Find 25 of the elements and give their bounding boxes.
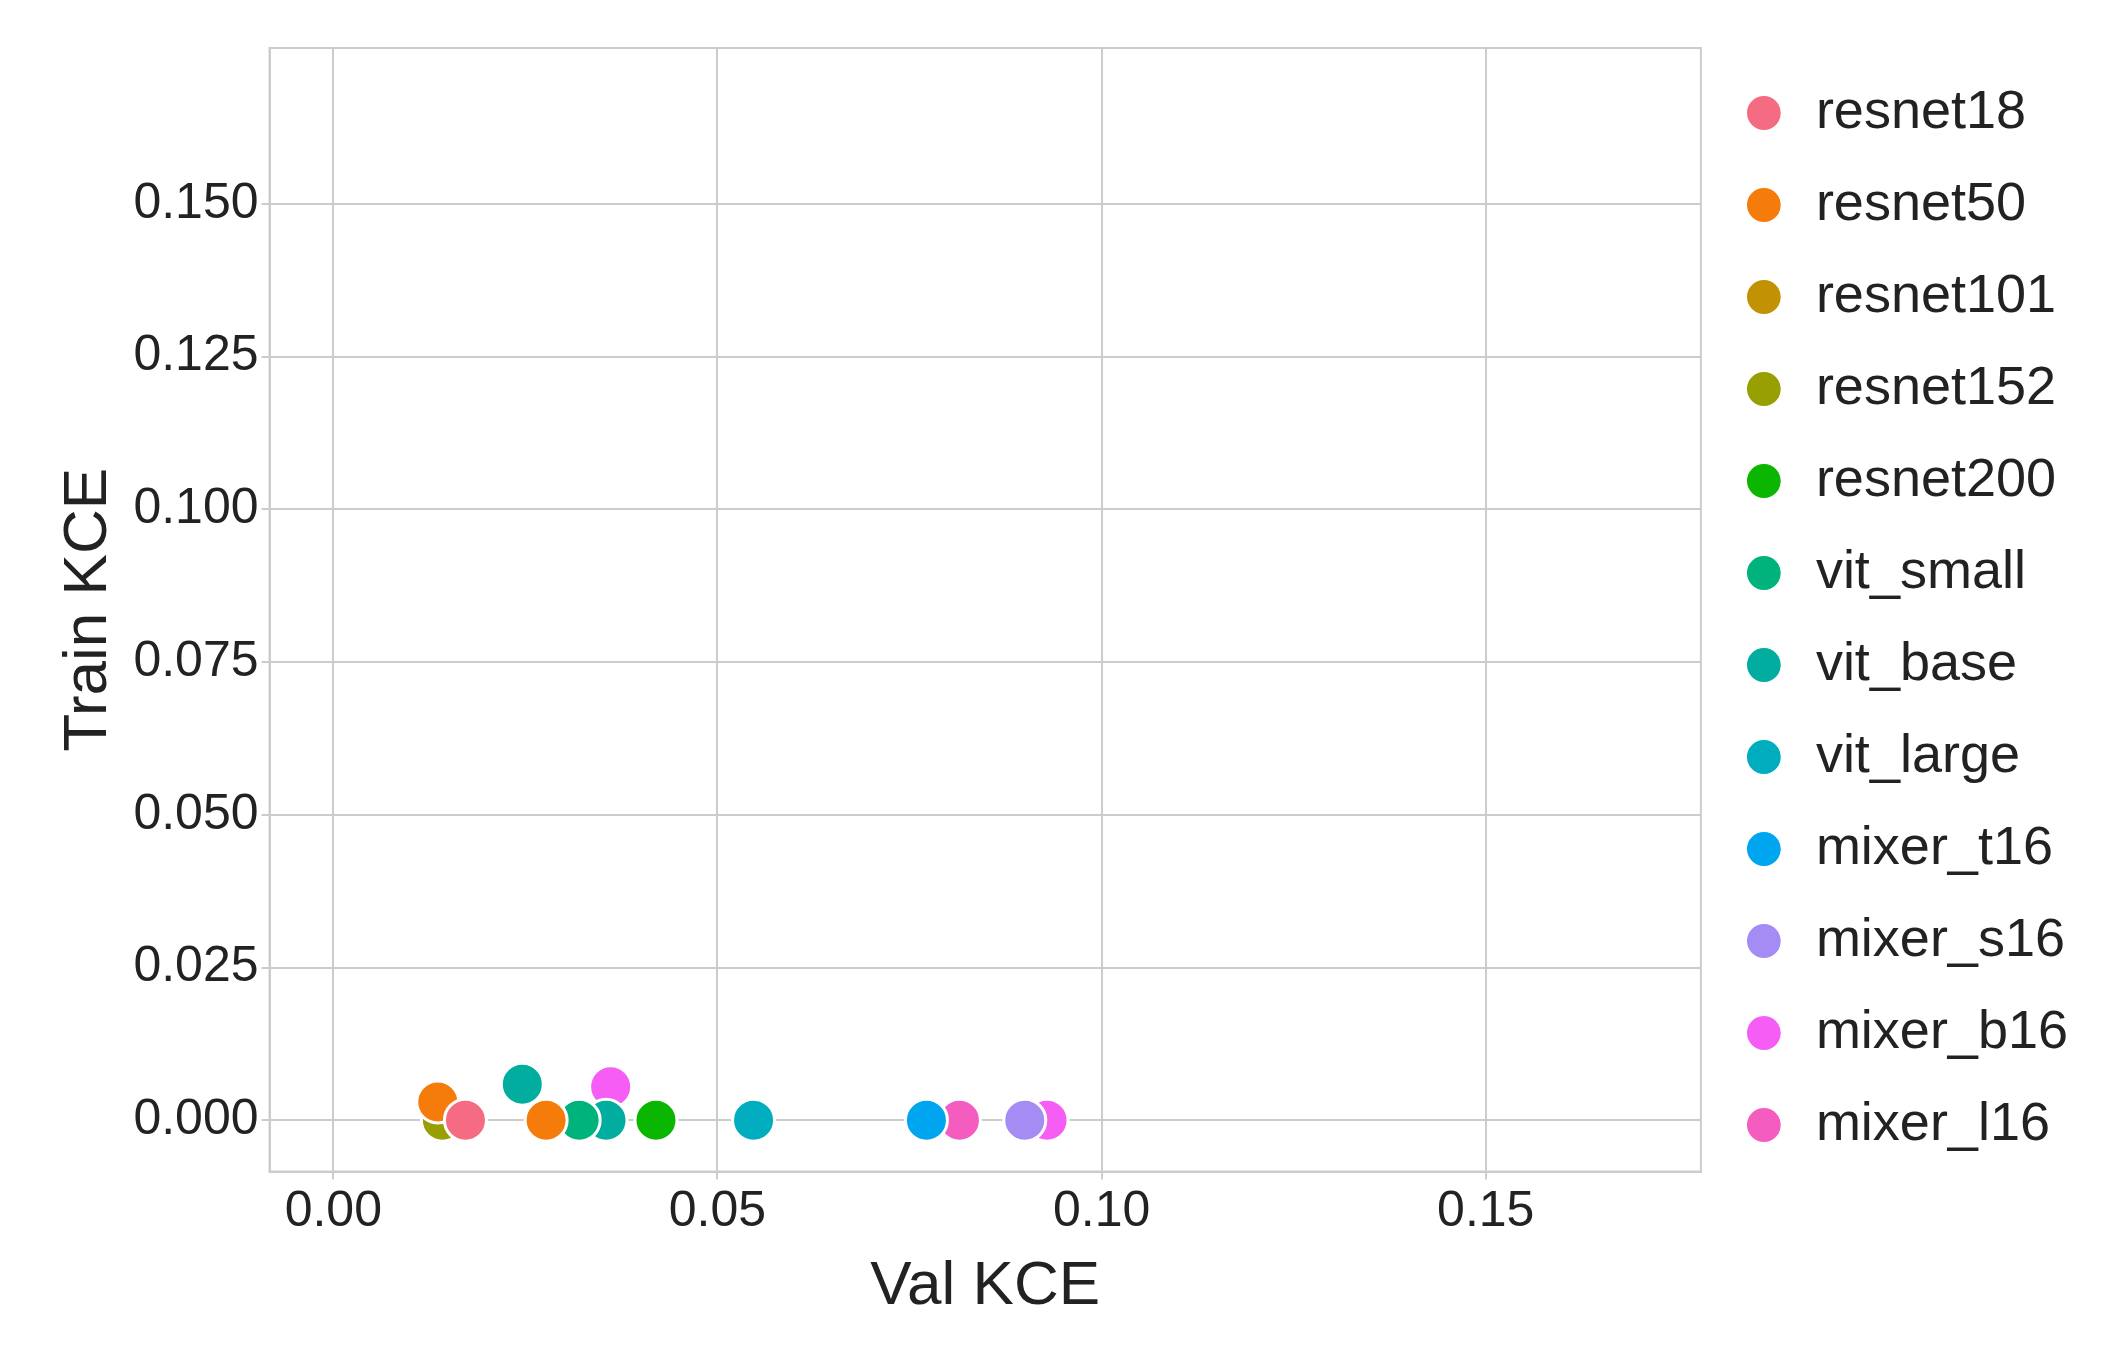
y-tick-label: 0.050 [133, 783, 259, 840]
x-tick-label: 0.05 [668, 1181, 767, 1238]
y-tick-label: 0.100 [133, 478, 259, 535]
y-tick-label: 0.150 [133, 172, 259, 229]
x-axis-title: Val KCE [870, 1247, 1101, 1317]
legend-label: vit_base [1815, 630, 2018, 691]
legend-label: mixer_s16 [1815, 906, 2065, 967]
legend-label: resnet18 [1815, 78, 2027, 139]
y-tick-label: 0.000 [133, 1089, 259, 1146]
legend-label: resnet200 [1815, 446, 2057, 507]
legend-label: vit_small [1815, 538, 2026, 599]
x-tick-label: 0.10 [1052, 1181, 1151, 1238]
legend-label: resnet101 [1815, 262, 2057, 323]
legend-label: resnet50 [1815, 170, 2027, 231]
y-tick-label: 0.025 [133, 936, 259, 993]
x-tick-label: 0.00 [284, 1181, 382, 1238]
legend-label: mixer_l16 [1815, 1090, 2050, 1151]
legend-label: mixer_t16 [1815, 814, 2053, 875]
x-tick-label: 0.15 [1437, 1181, 1535, 1238]
legend-label: resnet152 [1815, 354, 2057, 415]
legend-label: vit_large [1815, 722, 2020, 783]
y-tick-label: 0.125 [133, 325, 259, 382]
y-tick-label: 0.075 [133, 630, 259, 687]
y-axis-title: Train KCE [50, 467, 120, 752]
legend-label: mixer_b16 [1815, 998, 2068, 1059]
